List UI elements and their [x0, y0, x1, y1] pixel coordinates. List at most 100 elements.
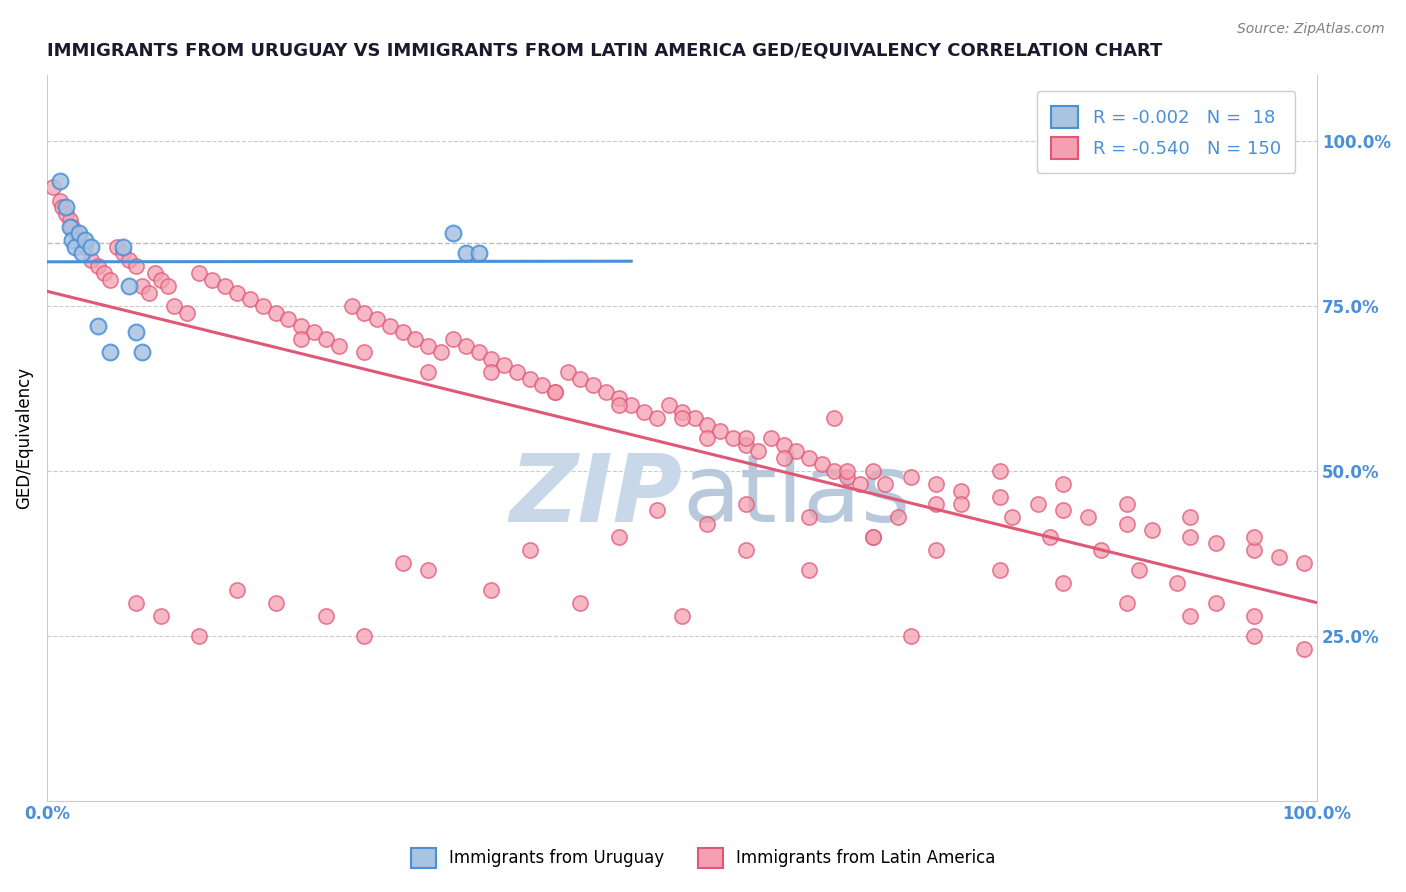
Point [810, 458, 832, 472]
Point [671, 411, 693, 425]
Point [494, 359, 516, 373]
Point [734, 497, 756, 511]
Point [1166, 576, 1188, 591]
Point [569, 371, 592, 385]
Point [100, 345, 122, 359]
Point [1294, 556, 1316, 570]
Point [1178, 510, 1201, 524]
Point [582, 378, 605, 392]
Point [252, 299, 274, 313]
Point [900, 629, 922, 643]
Point [544, 384, 567, 399]
Point [72, 246, 94, 260]
Point [887, 510, 910, 524]
Point [353, 629, 375, 643]
Point [48, 174, 70, 188]
Point [290, 318, 312, 333]
Point [862, 530, 884, 544]
Text: Source: ZipAtlas.com: Source: ZipAtlas.com [1237, 22, 1385, 37]
Point [112, 246, 135, 260]
Point [734, 437, 756, 451]
Point [468, 345, 491, 359]
Point [1052, 503, 1074, 517]
Point [239, 293, 262, 307]
Point [772, 450, 794, 465]
Point [785, 444, 807, 458]
Point [544, 384, 567, 399]
Point [734, 431, 756, 445]
Point [112, 240, 135, 254]
Point [429, 345, 451, 359]
Point [506, 365, 529, 379]
Point [481, 365, 503, 379]
Point [42, 180, 65, 194]
Point [862, 530, 884, 544]
Point [86, 260, 108, 274]
Point [696, 417, 718, 432]
Point [59, 219, 82, 234]
Point [290, 332, 312, 346]
Point [1090, 543, 1112, 558]
Point [366, 312, 388, 326]
Point [823, 464, 845, 478]
Point [925, 497, 948, 511]
Point [823, 411, 845, 425]
Point [645, 503, 668, 517]
Point [80, 240, 103, 254]
Point [118, 279, 141, 293]
Point [226, 285, 249, 300]
Point [734, 543, 756, 558]
Point [1205, 596, 1227, 610]
Point [1243, 629, 1265, 643]
Point [340, 299, 363, 313]
Point [125, 260, 148, 274]
Point [63, 240, 86, 254]
Point [950, 483, 973, 498]
Point [988, 563, 1011, 577]
Point [55, 200, 77, 214]
Point [481, 582, 503, 597]
Point [633, 404, 655, 418]
Point [131, 345, 153, 359]
Point [378, 318, 401, 333]
Point [531, 378, 554, 392]
Point [454, 338, 477, 352]
Text: atlas: atlas [682, 450, 910, 542]
Point [1268, 549, 1291, 564]
Point [441, 227, 464, 241]
Point [1243, 530, 1265, 544]
Point [747, 444, 769, 458]
Point [900, 470, 922, 484]
Point [404, 332, 426, 346]
Point [188, 629, 211, 643]
Point [875, 477, 897, 491]
Point [595, 384, 617, 399]
Point [353, 345, 375, 359]
Point [143, 266, 166, 280]
Point [48, 194, 70, 208]
Point [1039, 530, 1062, 544]
Point [671, 404, 693, 418]
Point [696, 431, 718, 445]
Point [100, 272, 122, 286]
Point [837, 464, 859, 478]
Point [59, 213, 82, 227]
Point [391, 326, 413, 340]
Point [607, 530, 630, 544]
Point [163, 299, 186, 313]
Point [328, 338, 350, 352]
Point [1128, 563, 1150, 577]
Point [441, 332, 464, 346]
Point [1140, 523, 1163, 537]
Point [1243, 609, 1265, 624]
Point [557, 365, 579, 379]
Point [201, 272, 224, 286]
Point [138, 285, 160, 300]
Point [73, 240, 96, 254]
Point [658, 398, 681, 412]
Point [1077, 510, 1099, 524]
Point [55, 207, 77, 221]
Point [519, 543, 541, 558]
Point [1052, 576, 1074, 591]
Point [63, 227, 86, 241]
